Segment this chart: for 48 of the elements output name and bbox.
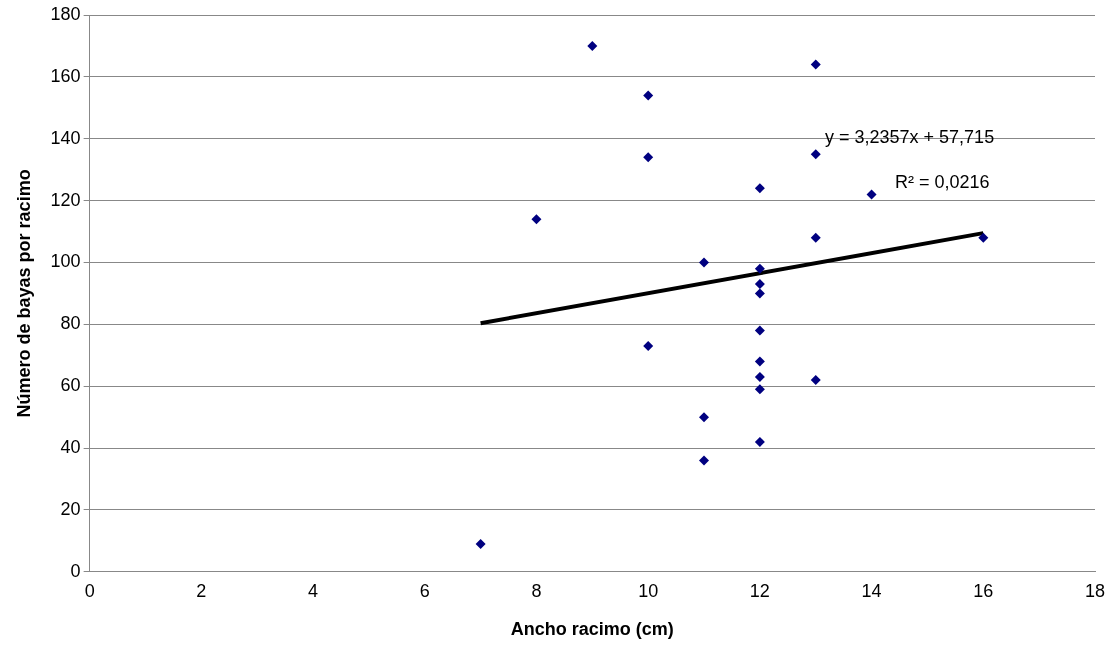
point: [754, 279, 765, 290]
point: [754, 183, 765, 194]
y-tick-label: 160: [50, 65, 81, 86]
y-tick-label: 100: [50, 251, 81, 272]
point: [754, 384, 765, 395]
point: [810, 375, 821, 386]
y-tick-label: 40: [60, 437, 81, 458]
point: [699, 412, 710, 423]
y-tick-label: 80: [60, 313, 81, 334]
point: [531, 214, 542, 225]
point: [754, 371, 765, 382]
point: [699, 455, 710, 466]
point: [754, 325, 765, 336]
x-tick-label: 6: [419, 580, 430, 601]
point: [643, 340, 654, 351]
x-tick-label: 10: [638, 580, 659, 601]
point: [643, 152, 654, 163]
x-tick-label: 14: [861, 580, 882, 601]
y-tick-label: 60: [60, 375, 81, 396]
y-tick-label: 180: [50, 3, 81, 24]
y-tick-label: 140: [50, 127, 81, 148]
y-tick-label: 0: [70, 560, 81, 581]
x-axis-title: Ancho racimo (cm): [510, 619, 674, 640]
annotation: y = 3,2357x + 57,715: [825, 126, 995, 147]
x-tick-label: 2: [196, 580, 207, 601]
point: [643, 90, 654, 101]
point: [810, 149, 821, 160]
point: [754, 356, 765, 367]
point: [699, 257, 710, 268]
y-tick-label: 120: [50, 189, 81, 210]
x-tick-label: 12: [749, 580, 770, 601]
point: [754, 288, 765, 299]
y-tick-label: 20: [60, 498, 81, 519]
x-tick-label: 16: [973, 580, 994, 601]
point: [754, 436, 765, 447]
y-axis-title: Número de bayas por racimo: [13, 169, 34, 418]
point: [754, 263, 765, 274]
point: [810, 59, 821, 70]
x-tick-label: 4: [308, 580, 319, 601]
point: [810, 232, 821, 243]
point: [587, 40, 598, 51]
x-tick-label: 8: [531, 580, 542, 601]
annotation: R² = 0,0216: [895, 171, 990, 192]
point: [978, 232, 989, 243]
point: [866, 189, 877, 200]
x-tick-label: 18: [1084, 580, 1106, 601]
x-tick-label: 0: [84, 580, 95, 601]
point: [475, 538, 486, 549]
